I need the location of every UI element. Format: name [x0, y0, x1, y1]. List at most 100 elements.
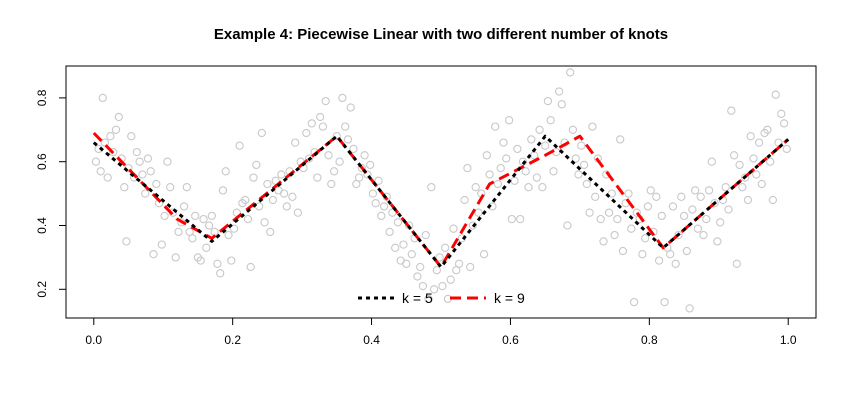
data-point: [114, 112, 123, 122]
data-point: [527, 135, 536, 144]
data-point: [138, 170, 147, 179]
data-point: [641, 234, 650, 243]
data-point: [335, 157, 344, 166]
data-point: [516, 214, 525, 224]
data-point: [179, 202, 189, 211]
data-point: [385, 227, 394, 237]
data-point: [371, 199, 380, 208]
data-point: [724, 205, 733, 214]
data-point: [360, 151, 369, 160]
data-point: [763, 125, 772, 134]
y-tick-label: 0.4: [35, 217, 49, 234]
data-point: [749, 154, 758, 163]
data-point: [607, 189, 616, 198]
data-point: [213, 259, 222, 268]
data-point: [279, 189, 289, 198]
data-point: [627, 224, 636, 233]
y-axis: 0.2 0.4 0.6 0.8: [35, 89, 67, 298]
data-point: [604, 208, 614, 217]
data-point: [346, 103, 355, 112]
data-point: [485, 170, 494, 179]
x-tick-label: 0.2: [224, 333, 241, 347]
data-point: [471, 183, 480, 192]
data-point: [563, 221, 572, 230]
data-point: [741, 173, 750, 182]
data-point: [771, 90, 780, 99]
data-point: [535, 125, 544, 134]
data-point: [343, 135, 353, 144]
data-point: [354, 173, 364, 182]
data-point: [171, 253, 180, 262]
data-point: [120, 183, 129, 192]
data-point: [379, 202, 389, 211]
data-point: [671, 259, 680, 268]
data-point: [574, 170, 583, 179]
data-point: [713, 237, 722, 246]
data-point: [752, 170, 761, 179]
data-point: [507, 214, 516, 224]
data-point: [229, 224, 239, 233]
data-point: [91, 157, 101, 166]
data-point: [549, 167, 558, 176]
data-point: [624, 189, 633, 198]
data-point: [393, 218, 403, 227]
data-point: [613, 214, 622, 224]
data-point: [779, 119, 789, 128]
data-point: [738, 183, 747, 192]
data-point: [685, 304, 694, 313]
data-point: [407, 250, 416, 259]
data-point: [441, 243, 450, 252]
data-point: [218, 186, 228, 195]
data-point: [254, 202, 264, 211]
data-point: [435, 253, 444, 262]
data-point: [554, 87, 564, 96]
data-point: [732, 259, 741, 268]
data-point: [188, 234, 197, 243]
data-point: [174, 227, 183, 237]
data-point: [316, 112, 325, 122]
data-point: [127, 132, 136, 141]
data-point: [157, 240, 166, 249]
data-point: [743, 195, 753, 205]
data-point: [585, 208, 594, 217]
data-point: [704, 186, 714, 195]
data-point: [710, 199, 719, 208]
data-point: [766, 157, 775, 166]
data-point: [757, 179, 766, 189]
data-point: [391, 243, 400, 252]
data-point: [424, 294, 433, 304]
data-point: [288, 192, 297, 201]
data-point: [374, 176, 383, 185]
data-point: [746, 132, 755, 141]
data-point: [491, 122, 500, 131]
y-tick-label: 0.8: [35, 89, 49, 106]
data-point: [543, 96, 553, 106]
data-point: [466, 262, 475, 272]
data-point: [674, 230, 683, 240]
data-point: [618, 246, 628, 256]
data-point: [529, 151, 539, 160]
data-point: [696, 192, 705, 201]
data-point: [98, 93, 107, 103]
data-point: [207, 211, 216, 221]
x-tick-label: 1.0: [780, 333, 797, 347]
data-point: [693, 224, 703, 233]
data-point: [141, 189, 150, 198]
data-point: [416, 262, 425, 272]
data-point: [588, 122, 597, 131]
data-point: [321, 96, 330, 106]
data-point: [599, 237, 608, 246]
data-point: [571, 154, 580, 163]
legend-label-k9: k = 9: [494, 290, 525, 306]
data-point: [111, 125, 121, 134]
series-line-k5: [92, 134, 790, 269]
data-point: [524, 183, 533, 192]
data-point: [582, 179, 591, 189]
y-tick-label: 0.2: [35, 281, 49, 298]
data-point: [163, 157, 172, 166]
data-point: [166, 183, 175, 192]
data-point: [196, 256, 205, 265]
data-point: [768, 195, 778, 205]
data-point: [149, 250, 158, 259]
data-point: [235, 141, 244, 150]
